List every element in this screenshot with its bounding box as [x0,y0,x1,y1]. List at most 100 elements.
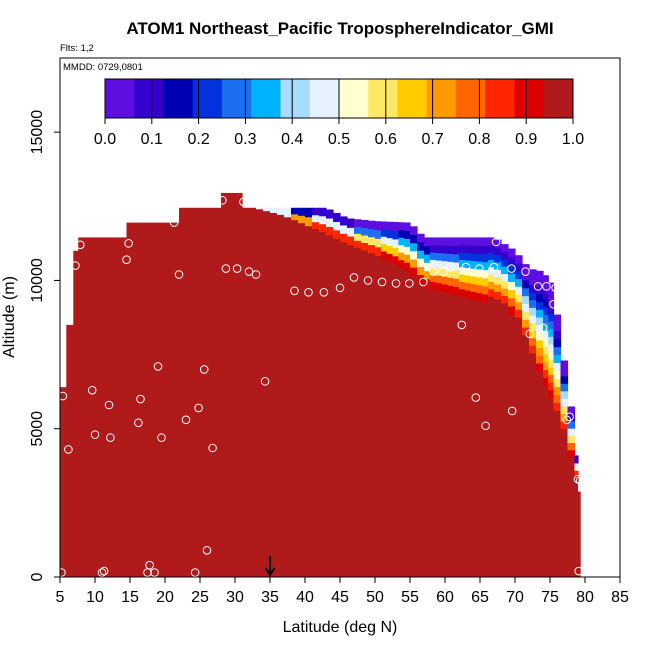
x-tick-label: 5 [56,589,65,606]
field-cell [435,259,443,269]
observation-point [221,264,231,273]
field-cell [543,338,549,347]
field-cell [536,332,544,341]
field-column [277,214,285,577]
field-cell [548,328,555,337]
field-column [536,378,544,577]
colorbar-tick-label: 0.8 [468,131,490,148]
observation-point [208,443,217,453]
field-cell [548,397,555,406]
field-cell [560,428,569,437]
field-cell [459,274,466,282]
field-cell [464,237,472,246]
field-column [256,208,264,577]
field-cell [543,283,549,292]
field-cell [543,369,549,379]
field-cell [447,253,454,262]
field-cell [560,421,569,430]
observation-point [71,261,80,270]
field-cell [347,218,355,228]
field-column [567,456,576,577]
field-column [578,490,581,577]
colorbar [104,78,574,124]
colorbar-tick-label: 0.6 [375,131,397,148]
field-column [361,249,369,577]
date-note: MMDD: 0729,0801 [63,62,143,73]
field-cell [312,214,320,223]
field-column [179,207,222,577]
field-cell [553,378,562,387]
field-cell [447,261,454,270]
observation-point [157,433,166,442]
field-cell [459,281,466,290]
field-cell [375,221,382,231]
field-cell [429,273,437,282]
field-cell [560,368,569,377]
field-cell [482,269,489,279]
field-cell [476,292,483,302]
x-tick-label: 80 [576,589,594,606]
field-cell [312,207,320,216]
field-column [501,310,509,577]
field-cell [488,237,495,246]
colorbar-segment [251,79,281,118]
field-cell [410,242,418,252]
field-cell [508,264,516,274]
field-cell [270,207,278,214]
field-cell [392,238,399,248]
field-cell [488,296,495,305]
field-cell [410,258,418,268]
observation-point [150,568,159,577]
observation-point [419,277,428,287]
observation-point [489,262,499,272]
field-cell [424,270,431,280]
field-column [417,282,425,577]
field-cell [543,298,549,308]
field-cell [494,283,502,292]
field-cell [543,361,549,371]
field-cell [548,282,555,291]
field-cell [567,420,576,429]
field-cell [319,207,327,217]
colorbar-segment [309,79,340,118]
field-cell [560,390,569,399]
field-cell [529,307,537,316]
field-column [424,287,431,577]
y-axis: 0 5000 10000 15000 [29,110,60,581]
field-cell [429,259,437,268]
field-cell [404,246,411,255]
field-cell [447,285,454,294]
field-column [453,294,460,577]
field-cell [368,236,376,246]
observation-point [565,412,574,422]
colorbar-segment [339,79,369,118]
field-cell [368,244,376,254]
field-cell [543,322,549,331]
field-cell [361,227,369,236]
field-cell [291,213,299,221]
field-column [66,324,74,577]
field-column [386,261,394,577]
field-cell [392,255,399,265]
field-cell [501,258,509,267]
field-cell [543,330,549,339]
field-cell [256,207,264,210]
field-cell [553,338,562,348]
observation-point [60,391,68,401]
field-cell [522,279,530,289]
observation-point [64,445,73,454]
field-cell [560,375,569,384]
field-cell [404,238,411,247]
y-tick-label: 10000 [29,258,46,303]
field-cell [404,230,411,239]
field-cell [548,336,555,345]
field-cell [340,216,348,226]
field-cell [488,252,495,261]
field-cell [553,330,562,340]
field-cell [574,462,579,471]
field-cell [361,220,369,229]
x-tick-label: 45 [331,589,349,606]
field-cell [375,246,382,256]
field-column [312,228,320,577]
field-cell [470,283,478,292]
